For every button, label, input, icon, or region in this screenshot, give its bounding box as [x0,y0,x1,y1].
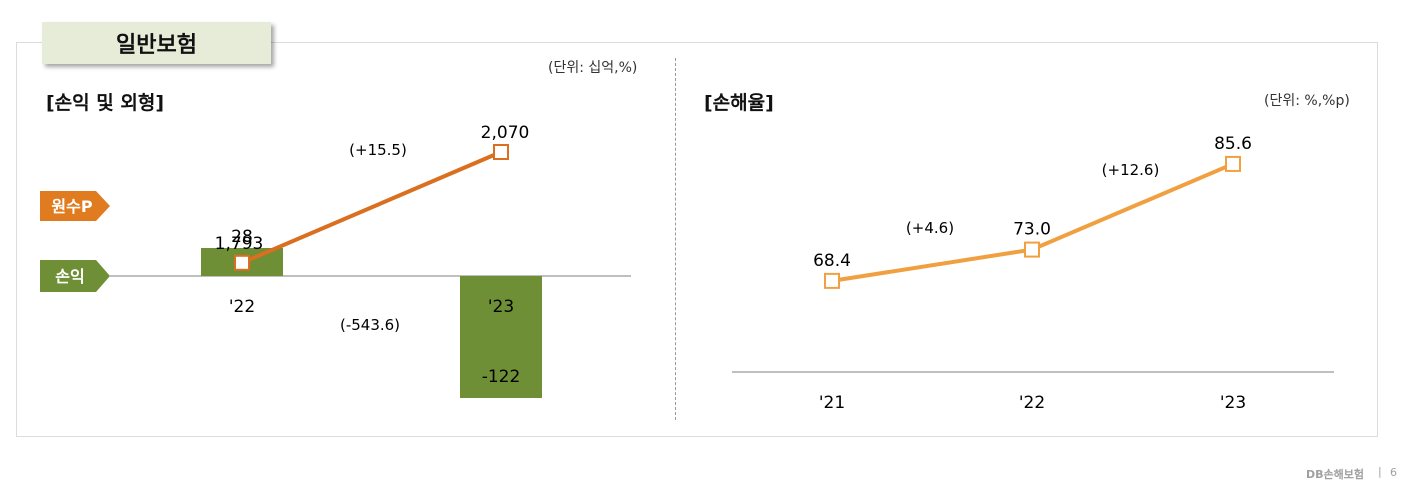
right-chart: 68.4 73.0 85.6 '21 '22 '23 (+4.6) (+12.6… [732,134,1334,413]
right-chart-unit: (단위: %,%p) [1264,93,1350,109]
loss-ratio-marker-21 [824,272,840,289]
loss-ratio-change-annotation-2: (+12.6) [1102,161,1160,179]
content-frame [16,42,1378,437]
profit-series-tag: 손익 [55,267,84,286]
premium-marker-23 [493,144,509,160]
footer-separator: | [1378,465,1382,478]
premium-series-tag: 원수P [51,197,92,216]
loss-ratio-label-22: 73.0 [1013,220,1051,240]
left-chart: 1,793 2,070 28 -122 '22 '23 (+15.5) (-54… [40,123,631,398]
section-tab-general-insurance: 일반보험 [42,22,271,64]
left-category-22: '22 [229,297,255,317]
right-category-21: '21 [819,393,845,413]
profit-change-annotation: (-543.6) [340,316,400,334]
loss-ratio-marker-22 [1024,241,1040,258]
right-category-22: '22 [1019,393,1045,413]
premium-line [241,150,502,265]
profit-series-tag-shape [40,260,110,292]
loss-ratio-marker-23 [1225,155,1241,172]
left-chart-title: [손익 및 외형] [46,92,164,114]
profit-label-23: -122 [482,367,521,387]
footer-brand: DB손해보험 [1306,468,1364,481]
loss-ratio-change-annotation-1: (+4.6) [906,219,954,237]
premium-label-22: 1,793 [215,234,264,254]
premium-marker-22 [234,254,250,271]
loss-ratio-label-21: 68.4 [813,251,851,271]
right-chart-title: [손해율] [704,92,774,114]
loss-ratio-label-23: 85.6 [1214,134,1252,154]
left-chart-unit: (단위: 십억,%) [548,60,638,76]
premium-series-tag-shape [40,191,110,221]
profit-label-22: 28 [231,227,253,247]
right-category-23: '23 [1220,393,1246,413]
panel-divider [675,58,676,420]
premium-change-annotation: (+15.5) [349,141,407,159]
page-number: 6 [1390,466,1397,479]
profit-bar-23 [460,276,542,398]
premium-label-23: 2,070 [481,123,530,143]
left-category-23: '23 [488,297,514,317]
